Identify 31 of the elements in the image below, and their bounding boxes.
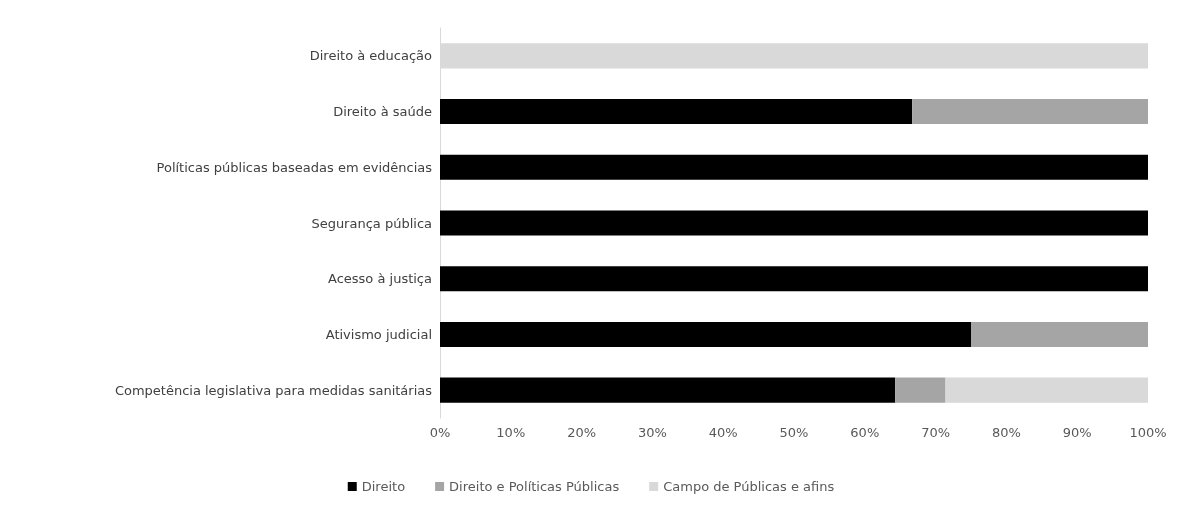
y-tick-label: Políticas públicas baseadas em evidências bbox=[156, 159, 433, 175]
x-tick-label: 10% bbox=[496, 425, 526, 440]
x-tick-label: 40% bbox=[708, 425, 738, 440]
bar bbox=[895, 377, 946, 403]
x-tick-label: 70% bbox=[921, 425, 951, 440]
y-tick-label: Segurança pública bbox=[311, 215, 432, 231]
bar bbox=[440, 266, 1148, 292]
legend-label: Direito e Políticas Públicas bbox=[449, 479, 620, 494]
x-tick-label: 60% bbox=[850, 425, 880, 440]
x-tick-label: 30% bbox=[637, 425, 667, 440]
legend-label: Direito bbox=[361, 479, 406, 494]
bar bbox=[440, 99, 913, 125]
y-tick-label: Acesso à justiça bbox=[328, 271, 432, 287]
y-tick-label: Ativismo judicial bbox=[325, 326, 432, 342]
x-tick-label: 80% bbox=[991, 425, 1021, 440]
x-tick-label: 50% bbox=[779, 425, 809, 440]
x-tick-label: 20% bbox=[567, 425, 597, 440]
bar bbox=[440, 154, 1148, 180]
bar bbox=[440, 210, 1148, 236]
y-tick-label: Direito à educação bbox=[309, 48, 433, 64]
y-tick-label: Competência legislativa para medidas sanitárias bbox=[114, 382, 433, 398]
bar bbox=[440, 321, 971, 347]
y-tick-label: Direito à saúde bbox=[333, 104, 432, 120]
bar bbox=[971, 321, 1148, 347]
bar bbox=[912, 99, 1148, 125]
x-tick-label: 90% bbox=[1062, 425, 1092, 440]
legend-label: Campo de Públicas e afins bbox=[663, 479, 835, 494]
x-tick-label: 0% bbox=[429, 425, 451, 440]
x-tick-label: 100% bbox=[1129, 425, 1167, 440]
bar bbox=[440, 377, 896, 403]
bar bbox=[945, 377, 1148, 403]
